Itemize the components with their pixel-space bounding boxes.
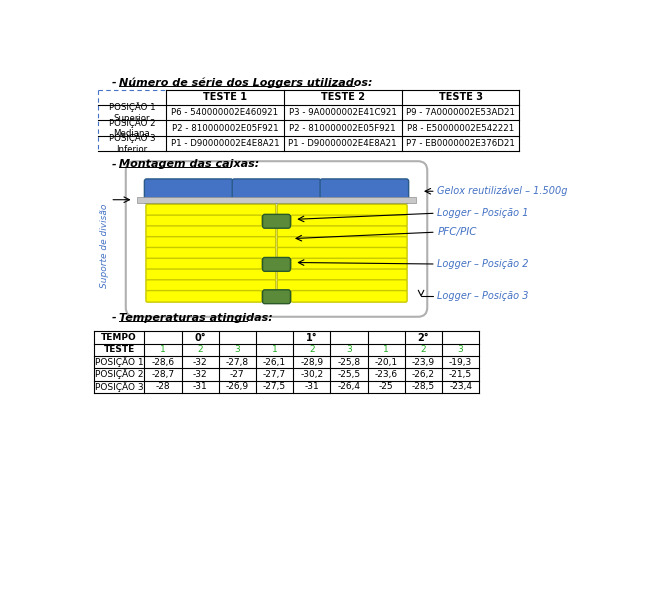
FancyBboxPatch shape	[262, 258, 291, 271]
FancyBboxPatch shape	[144, 179, 233, 204]
Text: Logger – Posição 1: Logger – Posição 1	[438, 208, 529, 218]
FancyBboxPatch shape	[320, 179, 409, 204]
Text: -32: -32	[193, 357, 208, 367]
Text: TEMPO: TEMPO	[101, 333, 137, 342]
Text: 1: 1	[160, 345, 166, 354]
FancyBboxPatch shape	[146, 269, 275, 280]
Text: TESTE 2: TESTE 2	[321, 92, 365, 102]
Text: P9 - 7A0000002E53AD21: P9 - 7A0000002E53AD21	[406, 108, 515, 118]
FancyBboxPatch shape	[146, 226, 275, 237]
FancyBboxPatch shape	[146, 237, 275, 248]
Text: POSIÇÃO 1
Superior: POSIÇÃO 1 Superior	[109, 103, 156, 123]
Text: -25,5: -25,5	[337, 370, 360, 379]
Text: -28,7: -28,7	[152, 370, 175, 379]
Text: -: -	[112, 159, 117, 170]
Text: P7 - EB0000002E376D21: P7 - EB0000002E376D21	[406, 139, 515, 148]
Text: 2: 2	[309, 345, 314, 354]
FancyBboxPatch shape	[232, 179, 321, 204]
FancyBboxPatch shape	[277, 247, 407, 259]
Text: -30,2: -30,2	[301, 370, 324, 379]
Text: -26,4: -26,4	[337, 382, 360, 391]
Text: POSIÇÃO 3: POSIÇÃO 3	[95, 382, 144, 392]
Text: -: -	[112, 313, 117, 323]
FancyBboxPatch shape	[262, 290, 291, 304]
Text: 2: 2	[420, 345, 426, 354]
FancyBboxPatch shape	[146, 247, 275, 259]
FancyBboxPatch shape	[277, 204, 407, 216]
FancyBboxPatch shape	[126, 161, 427, 317]
Text: TESTE 3: TESTE 3	[439, 92, 482, 102]
Text: P1 - D90000002E4E8A21: P1 - D90000002E4E8A21	[171, 139, 279, 148]
Text: -27: -27	[230, 370, 244, 379]
Text: -31: -31	[304, 382, 319, 391]
Text: P8 - E50000002E542221: P8 - E50000002E542221	[407, 124, 514, 133]
FancyBboxPatch shape	[146, 215, 262, 226]
Text: -28,9: -28,9	[301, 357, 324, 367]
FancyBboxPatch shape	[277, 237, 407, 248]
Text: 3: 3	[346, 345, 352, 354]
Text: PFC/PIC: PFC/PIC	[438, 227, 477, 237]
Text: Suporte de divisão: Suporte de divisão	[100, 204, 109, 288]
Text: -31: -31	[193, 382, 208, 391]
Text: POSIÇÃO 1: POSIÇÃO 1	[95, 357, 144, 367]
FancyBboxPatch shape	[146, 204, 275, 216]
Text: P3 - 9A0000002E41C921: P3 - 9A0000002E41C921	[289, 108, 397, 118]
Text: 2°: 2°	[418, 332, 429, 343]
Text: -28,5: -28,5	[412, 382, 435, 391]
Text: P6 - 540000002E460921: P6 - 540000002E460921	[171, 108, 279, 118]
Text: -23,9: -23,9	[412, 357, 435, 367]
Text: 1: 1	[272, 345, 277, 354]
Text: P2 - 810000002E05F921: P2 - 810000002E05F921	[171, 124, 278, 133]
Text: 1°: 1°	[306, 332, 318, 343]
Text: POSIÇÃO 2: POSIÇÃO 2	[95, 370, 144, 379]
FancyBboxPatch shape	[277, 226, 407, 237]
Text: Logger – Posição 3: Logger – Posição 3	[438, 291, 529, 301]
FancyBboxPatch shape	[146, 258, 262, 270]
Text: Logger – Posição 2: Logger – Posição 2	[438, 259, 529, 269]
Text: POSIÇÃO 2
Mediana: POSIÇÃO 2 Mediana	[109, 118, 156, 138]
Bar	[136, 196, 416, 203]
FancyBboxPatch shape	[277, 280, 407, 291]
Text: TESTE 1: TESTE 1	[203, 92, 247, 102]
Text: -19,3: -19,3	[449, 357, 473, 367]
FancyBboxPatch shape	[277, 269, 407, 280]
Text: -23,4: -23,4	[449, 382, 472, 391]
Text: -25,8: -25,8	[337, 357, 360, 367]
Text: -: -	[112, 78, 117, 88]
FancyBboxPatch shape	[291, 291, 407, 302]
Text: -28: -28	[156, 382, 170, 391]
FancyBboxPatch shape	[291, 215, 407, 226]
FancyBboxPatch shape	[146, 291, 262, 302]
Text: 0°: 0°	[194, 332, 206, 343]
Text: -26,2: -26,2	[412, 370, 435, 379]
FancyBboxPatch shape	[146, 280, 275, 291]
Text: -26,9: -26,9	[226, 382, 249, 391]
Text: Gelox reutilizável – 1.500g: Gelox reutilizável – 1.500g	[438, 186, 568, 196]
Text: 3: 3	[458, 345, 463, 354]
Text: 3: 3	[235, 345, 241, 354]
Text: POSIÇÃO 3
Inferior: POSIÇÃO 3 Inferior	[109, 133, 156, 154]
Text: -23,6: -23,6	[374, 370, 398, 379]
Text: -28,6: -28,6	[152, 357, 175, 367]
Text: -27,8: -27,8	[226, 357, 249, 367]
Text: -26,1: -26,1	[263, 357, 286, 367]
Text: -27,5: -27,5	[263, 382, 286, 391]
FancyBboxPatch shape	[291, 258, 407, 270]
Text: P1 - D90000002E4E8A21: P1 - D90000002E4E8A21	[289, 139, 397, 148]
Text: -32: -32	[193, 370, 208, 379]
Text: TESTE: TESTE	[103, 345, 135, 354]
Text: -21,5: -21,5	[449, 370, 472, 379]
Text: Número de série dos Loggers utilizados:: Número de série dos Loggers utilizados:	[119, 78, 372, 88]
Text: Temperaturas atingidas:: Temperaturas atingidas:	[119, 313, 273, 323]
Text: -20,1: -20,1	[374, 357, 398, 367]
Text: Montagem das caixas:: Montagem das caixas:	[119, 159, 259, 170]
FancyBboxPatch shape	[262, 214, 291, 228]
Text: 2: 2	[197, 345, 203, 354]
Text: P2 - 810000002E05F921: P2 - 810000002E05F921	[289, 124, 396, 133]
Text: 1: 1	[384, 345, 389, 354]
Text: -27,7: -27,7	[263, 370, 286, 379]
Text: -25: -25	[379, 382, 393, 391]
